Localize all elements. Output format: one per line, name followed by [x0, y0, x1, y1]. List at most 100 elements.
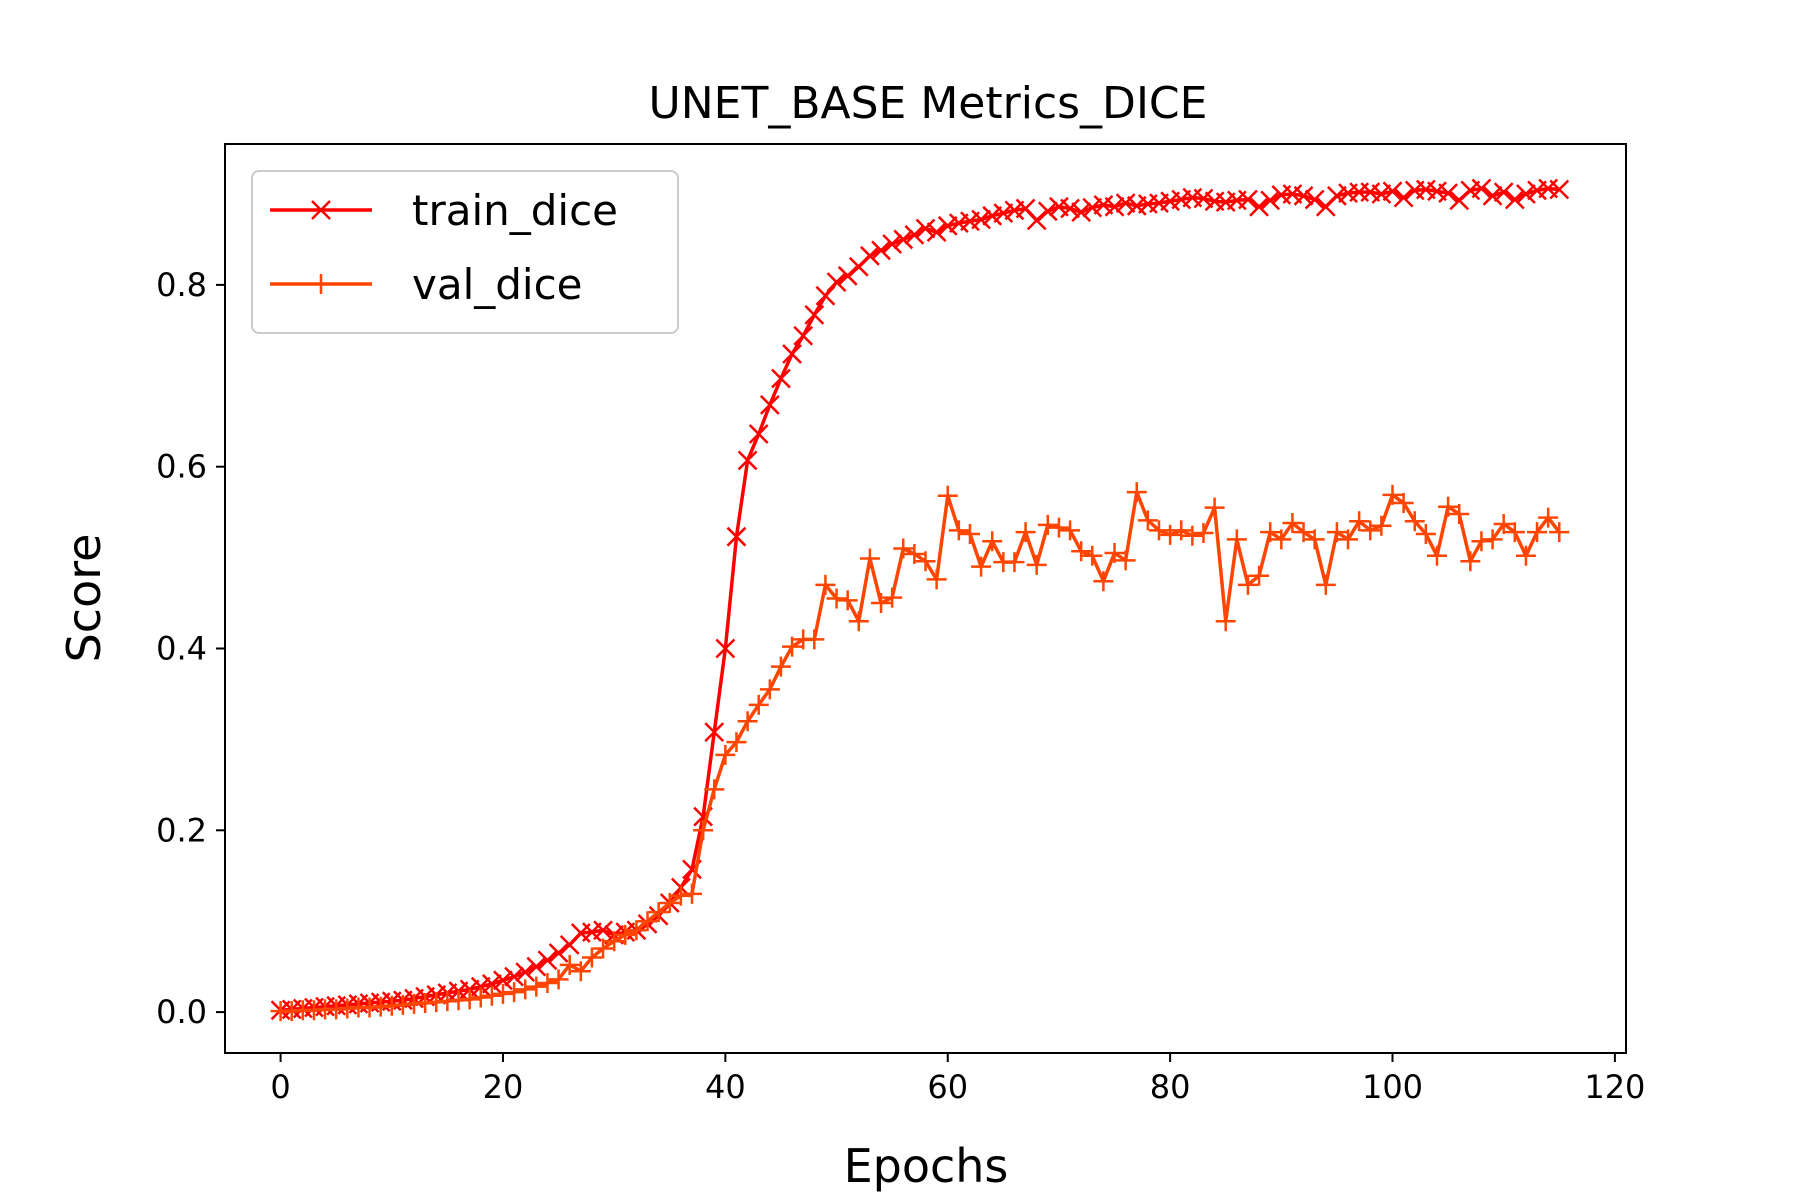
- val_dice-point: [559, 954, 580, 975]
- plot-area: [270, 178, 1570, 1022]
- val_dice-point: [1360, 520, 1381, 541]
- train_dice-point: [1327, 185, 1347, 206]
- train_dice-point: [737, 450, 758, 471]
- train_dice-point: [771, 368, 791, 389]
- train_dice-point: [1071, 202, 1092, 223]
- val_dice-point: [1404, 511, 1425, 532]
- val_dice-point: [1415, 523, 1436, 544]
- train_dice-point: [860, 245, 880, 266]
- chart-title: UNET_BASE Metrics_DICE: [649, 78, 1208, 129]
- val_dice-point: [1260, 522, 1281, 543]
- val_dice-point: [1160, 524, 1181, 545]
- train_dice-point: [1037, 201, 1058, 222]
- train_dice-point: [1238, 189, 1258, 210]
- train_dice-point: [481, 974, 502, 994]
- train_dice-point: [982, 205, 1003, 226]
- val_dice-point: [1271, 529, 1292, 550]
- val_dice-point: [893, 538, 914, 559]
- val_dice-point: [492, 983, 513, 1004]
- val_dice-point: [1037, 514, 1058, 535]
- train_dice-point: [993, 203, 1014, 223]
- val_dice-point: [1182, 525, 1203, 546]
- val_dice-point: [1249, 565, 1270, 586]
- val_dice-point: [1004, 552, 1025, 573]
- train_dice-point: [882, 234, 903, 254]
- train_dice-point: [1026, 210, 1047, 231]
- legend: train_dice val_dice: [251, 170, 679, 334]
- train_dice-point: [793, 325, 814, 346]
- train_dice-point: [1304, 189, 1325, 210]
- val_dice-point: [1237, 574, 1258, 595]
- val_dice-point: [837, 590, 858, 611]
- val_dice-point: [1426, 545, 1447, 566]
- y-tick-label: 0.6: [156, 448, 207, 486]
- val_dice-point: [470, 987, 491, 1008]
- train_dice-point: [470, 976, 491, 997]
- legend-marker-train_dice: [311, 200, 331, 220]
- val_dice-point: [1449, 503, 1470, 524]
- axes-frame: [224, 143, 1627, 1054]
- x-axis: 0 20 40 60 80 100 120: [270, 1053, 1645, 1106]
- val_dice-point: [1471, 531, 1492, 552]
- val_dice-point: [1315, 574, 1336, 595]
- val_dice-point: [826, 588, 847, 609]
- val_dice-point: [1515, 545, 1536, 566]
- x-tick-label: 0: [270, 1068, 290, 1106]
- val_dice-point: [982, 531, 1003, 552]
- train_dice-point: [759, 394, 780, 415]
- train_dice-point: [782, 344, 802, 364]
- val_dice-point: [737, 711, 758, 732]
- val_dice-point: [1482, 529, 1503, 550]
- y-tick-label: 0.8: [156, 266, 207, 304]
- legend-marker-val_dice: [311, 274, 331, 294]
- val_dice-point: [682, 883, 702, 904]
- x-tick-label: 40: [705, 1068, 746, 1106]
- val_dice-point: [515, 979, 536, 1000]
- train_dice-point: [1193, 188, 1214, 209]
- val_dice-point: [481, 985, 502, 1006]
- val_dice-point: [1093, 571, 1114, 592]
- train_dice-point: [826, 272, 847, 293]
- val_dice-point: [1193, 523, 1214, 544]
- y-tick-label: 0.2: [156, 811, 207, 849]
- val_dice-point: [715, 744, 736, 765]
- val_dice-point: [1293, 522, 1314, 543]
- train_dice-point: [904, 225, 925, 245]
- val_dice-point: [937, 485, 958, 506]
- val_dice-point: [693, 820, 714, 841]
- val_dice-point: [581, 947, 602, 968]
- val_dice-point: [670, 885, 691, 906]
- train_dice-point: [1504, 189, 1525, 210]
- val_dice-point: [1204, 497, 1225, 518]
- y-axis: 0.0 0.2 0.4 0.6 0.8: [156, 266, 225, 1031]
- val_dice-point: [1493, 513, 1514, 534]
- y-tick-label: 0.0: [156, 993, 207, 1031]
- train_dice-point: [715, 638, 736, 659]
- train_dice-point: [1493, 182, 1514, 203]
- val_dice-point: [570, 961, 591, 982]
- legend-entries: train_dice val_dice: [270, 186, 618, 309]
- val_dice-point: [782, 636, 803, 657]
- train_dice-point: [748, 424, 769, 444]
- train_dice-point: [1104, 196, 1125, 217]
- train_dice-point: [937, 215, 958, 236]
- train_dice-point: [971, 209, 991, 230]
- val_dice-point: [1126, 482, 1147, 503]
- val_dice-point: [815, 574, 836, 595]
- train_dice-point: [1471, 178, 1492, 199]
- val_dice-point: [637, 911, 658, 932]
- train_dice-point: [493, 970, 513, 991]
- train_dice-point: [1549, 179, 1570, 200]
- val_dice-point: [1382, 484, 1403, 505]
- val_dice-point: [1048, 517, 1069, 538]
- val_dice-point: [1549, 522, 1570, 543]
- y-axis-label: Score: [57, 534, 111, 663]
- train_dice-point: [548, 943, 569, 963]
- train_dice-point: [926, 222, 947, 243]
- val_dice-point: [1438, 496, 1459, 517]
- val_dice-point: [1215, 611, 1236, 632]
- legend-label-train_dice: train_dice: [412, 186, 618, 235]
- val_dice-point: [770, 656, 791, 677]
- x-tick-label: 100: [1362, 1068, 1423, 1106]
